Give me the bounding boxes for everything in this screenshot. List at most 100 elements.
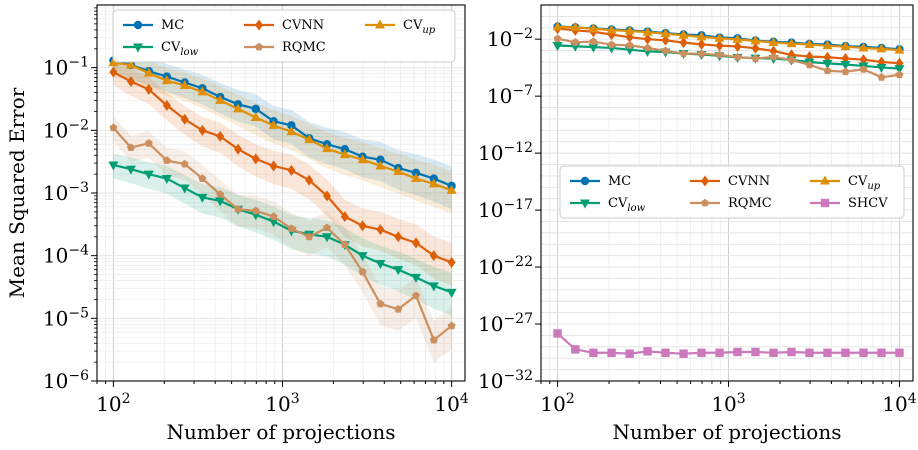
- data-point: [322, 143, 333, 153]
- series: [108, 56, 457, 344]
- x-axis-label: Number of projections: [613, 420, 842, 444]
- data-point: [858, 42, 869, 52]
- data-point: [376, 224, 385, 236]
- data-point: [877, 73, 886, 81]
- grid: [97, 5, 465, 381]
- y-tick-label: 10−7: [487, 83, 533, 108]
- data-point: [376, 155, 385, 164]
- data-point: [197, 86, 208, 96]
- data-point: [769, 45, 778, 57]
- data-point: [322, 233, 333, 243]
- data-point: [571, 345, 580, 354]
- data-point: [678, 29, 689, 39]
- data-point: [446, 184, 457, 194]
- data-point: [126, 143, 135, 152]
- data-point: [697, 49, 706, 58]
- data-point: [840, 60, 851, 70]
- data-point: [643, 33, 652, 45]
- data-point: [125, 59, 136, 69]
- data-point: [162, 156, 171, 164]
- data-point: [805, 348, 814, 357]
- data-point: [393, 166, 404, 176]
- data-point: [859, 65, 868, 73]
- data-point: [109, 66, 118, 78]
- y-tick-label: 10−4: [43, 243, 89, 268]
- legend-label: MC: [608, 174, 631, 189]
- data-point: [340, 211, 349, 223]
- data-point: [162, 99, 171, 111]
- y-axis-label: Mean Squared Error: [5, 87, 29, 298]
- y-tick-label: 10−2: [487, 26, 533, 51]
- data-point: [553, 34, 562, 43]
- data-point: [109, 123, 118, 132]
- data-point: [393, 266, 404, 276]
- data-point: [715, 50, 724, 59]
- data-point: [625, 349, 634, 358]
- data-point: [125, 165, 136, 175]
- data-point: [269, 160, 278, 172]
- data-point: [570, 21, 581, 31]
- data-point: [234, 205, 243, 213]
- data-point: [143, 67, 154, 77]
- y-tick-label: 10−5: [43, 305, 89, 330]
- data-point: [287, 224, 296, 233]
- data-point: [751, 347, 760, 357]
- data-point: [805, 60, 814, 69]
- data-point: [179, 184, 190, 194]
- data-point: [714, 32, 725, 42]
- legend-swatch-marker: [820, 198, 830, 208]
- data-point: [751, 42, 760, 54]
- data-point: [841, 348, 850, 357]
- data-point: [251, 153, 260, 165]
- legend-swatch-marker: [701, 175, 709, 187]
- data-point: [287, 164, 296, 176]
- data-point: [895, 70, 904, 79]
- data-point: [144, 139, 153, 147]
- legend: MC CVNN CVup CVlow RQMC SHCV: [559, 165, 905, 219]
- data-point: [357, 252, 368, 262]
- data-point: [268, 218, 279, 228]
- data-point: [215, 197, 226, 207]
- data-point: [588, 23, 599, 33]
- data-point: [411, 273, 422, 283]
- data-point: [876, 63, 887, 73]
- data-point: [769, 348, 778, 357]
- data-point: [589, 37, 598, 45]
- y-tick-label: 10−17: [478, 197, 533, 222]
- data-point: [804, 39, 815, 49]
- data-point: [268, 119, 279, 129]
- data-point: [733, 52, 742, 61]
- legend-label: CVup: [403, 18, 436, 36]
- data-point: [661, 34, 670, 46]
- legend: MC CVNN CVup CVlow RQMC: [112, 9, 456, 63]
- data-point: [126, 76, 135, 88]
- data-point: [715, 348, 724, 357]
- data-point: [394, 231, 403, 243]
- legend-swatch-marker: [375, 19, 385, 29]
- data-point: [287, 121, 296, 130]
- data-point: [787, 55, 796, 64]
- data-point: [197, 193, 208, 203]
- data-point: [323, 190, 332, 202]
- data-point: [840, 41, 851, 51]
- y-tick-label: 10−6: [43, 368, 89, 393]
- x-tick-label: 102: [540, 391, 574, 416]
- x-tick-label: 103: [265, 391, 299, 416]
- data-point: [552, 41, 563, 51]
- y-tick-label: 10−12: [478, 140, 533, 165]
- data-point: [624, 25, 635, 35]
- data-point: [233, 103, 244, 113]
- data-point: [251, 206, 260, 215]
- data-point: [269, 212, 278, 221]
- data-point: [625, 41, 634, 49]
- data-point: [733, 40, 742, 52]
- data-point: [179, 79, 190, 89]
- data-point: [877, 348, 886, 357]
- data-point: [304, 134, 315, 144]
- data-point: [715, 40, 724, 52]
- data-point: [198, 174, 207, 182]
- data-point: [822, 59, 833, 69]
- data-point: [661, 46, 670, 55]
- legend-label: CVlow: [608, 196, 646, 214]
